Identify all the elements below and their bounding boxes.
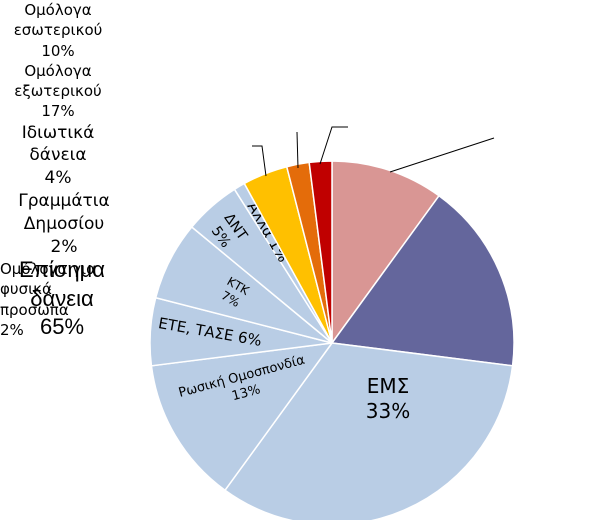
- slice-label: Ομόλογα εξωτερικού 17%: [0, 61, 116, 122]
- slice-label-name: ΕΜΣ: [367, 374, 410, 398]
- slice-label: Ομόλογα για φυσικά προσωπα 2%: [0, 259, 118, 340]
- annotation-value: 65%: [39, 314, 85, 340]
- slice-label-name: Γραμμάτια Δημοσίου: [18, 191, 110, 235]
- slice-label-name: Ομόλογα εσωτερικού: [13, 1, 103, 40]
- slice-label-value: 4%: [44, 168, 72, 189]
- slice-label-value: 17%: [41, 102, 75, 121]
- leader-line: [319, 126, 348, 165]
- pie-slice: [330, 194, 515, 367]
- slice-label-value: 10%: [41, 41, 75, 60]
- pie-slice: [331, 160, 441, 346]
- pie-slice: [223, 342, 514, 520]
- slice-label-value: 6%: [237, 328, 264, 350]
- slice-label: Γραμμάτια Δημοσίου 2%: [0, 190, 128, 259]
- slice-label-value: 13%: [230, 382, 262, 404]
- slice-label-name: Ομόλογα εξωτερικού: [14, 61, 102, 100]
- leader-line: [296, 131, 299, 169]
- leader-line: [389, 137, 495, 173]
- slice-label-value: 2%: [0, 320, 24, 339]
- slice-label-name: Ομόλογα για φυσικά προσωπα: [0, 260, 96, 319]
- slice-label-value: 2%: [50, 237, 78, 258]
- leader-line: [252, 145, 267, 177]
- slice-label-name: Ιδιωτικά δάνεια: [21, 122, 95, 166]
- slice-label: Ομόλογα εσωτερικού 10%: [0, 0, 116, 61]
- pie-slice: [150, 342, 334, 492]
- slice-label-value: 33%: [366, 399, 410, 423]
- group-annotation: Επίσημα δάνεια 65%: [2, 256, 122, 342]
- annotation-text: Επίσημα δάνεια: [19, 257, 105, 311]
- slice-label: Ιδιωτικά δάνεια 4%: [0, 122, 116, 191]
